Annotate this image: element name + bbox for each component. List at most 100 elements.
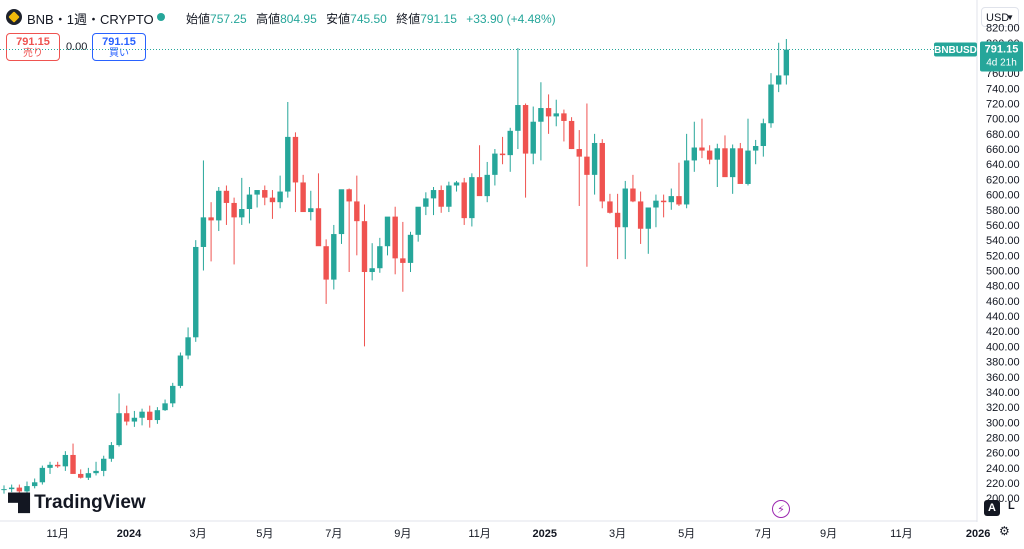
price-axis[interactable]: 200.00220.00240.00260.00280.00300.00320.… [986,23,1020,506]
candle-body [54,464,61,467]
candle-body [752,146,759,151]
price-tag: BNBUSD 791.15 4d 21h [934,41,1023,72]
price-tick-label: 600.00 [986,190,1020,202]
candle-body [269,197,276,203]
candle-body [645,207,651,229]
spread-value: 0.00 [66,41,88,53]
candle-body [530,121,536,154]
sell-label: 売り [23,48,43,59]
time-tick-label: 5月 [256,528,273,540]
price-tick-label: 560.00 [986,220,1020,232]
candles-group [1,38,790,496]
candle-body [653,200,659,208]
candle-body [239,209,245,218]
time-tick-label: 11月 [468,528,490,540]
low-label: 安値 [326,12,351,26]
candle-body [70,454,76,474]
candle-body [300,182,306,213]
price-tick-label: 260.00 [986,448,1020,460]
candle-body [85,473,92,478]
candle-body [108,445,115,459]
price-tag-bg [980,41,1023,72]
price-tick-label: 620.00 [986,174,1020,186]
candle-body [469,177,475,219]
candle-body [162,403,168,411]
candle-body [193,246,199,338]
candle-body [124,413,130,422]
open-value: 757.25 [210,12,247,26]
log-scale-button[interactable]: L [1008,500,1015,512]
time-tick-label: 7月 [755,528,772,540]
time-tick-label: 3月 [189,528,206,540]
candle-body [216,190,222,221]
low-value: 745.50 [350,12,387,26]
candle-body [177,355,184,386]
candle-body [331,234,337,280]
candle-body [430,190,437,199]
candle-body [254,190,260,195]
price-tick-label: 400.00 [986,341,1020,353]
price-tick-label: 700.00 [986,114,1020,126]
lightning-icon[interactable]: ⚡ [772,500,790,518]
time-axis[interactable]: 11月 2024 3月 5月 7月 9月 11月 2025 3月 5月 7月 9月 11月 2026 [46,528,990,540]
candle-body [384,216,391,247]
close-value: 791.15 [420,12,457,26]
candle-body [729,148,736,178]
close-label: 終値 [396,12,421,26]
candle-body [315,208,322,247]
candle-body [676,196,682,205]
candle-body [47,464,53,468]
candle-body [584,156,590,175]
price-tick-label: 380.00 [986,357,1020,369]
bnb-logo-icon [6,9,22,25]
sell-button[interactable]: 791.15 売り [6,33,60,61]
candle-body [292,136,299,183]
time-tick-label: 11月 [46,528,68,540]
candle-body [262,190,268,198]
time-tick-label: 11月 [890,528,912,540]
candle-body [62,454,69,467]
price-tick-label: 360.00 [986,372,1020,384]
candle-body [706,150,713,160]
candle-body [170,385,176,404]
time-tick-label: 2026 [966,528,990,540]
candle-body [246,194,253,210]
symbol-title[interactable]: BNB・1週・CRYPTO [27,12,154,27]
candle-body [185,337,191,356]
candle-body [346,189,352,202]
candle-body [369,268,375,273]
candle-body [453,182,460,186]
price-tick-label: 580.00 [986,205,1020,217]
candle-body [484,174,490,197]
buy-price: 791.15 [102,36,136,48]
buy-button[interactable]: 791.15 買い [92,33,146,61]
candle-body [308,208,314,213]
candle-body [78,473,84,478]
candle-body [561,113,567,121]
candle-body [637,201,644,229]
price-tick-label: 520.00 [986,250,1020,262]
candle-body [8,487,15,490]
auto-scale-button[interactable]: A [984,500,1000,516]
currency-value: USD [986,12,1010,24]
candle-body [446,185,452,207]
time-tick-label: 5月 [678,528,695,540]
price-tick-label: 340.00 [986,387,1020,399]
candle-body [392,216,398,259]
change-value: +33.90 (+4.48%) [466,12,556,26]
time-tick-label: 7月 [325,528,342,540]
candle-body [16,487,23,492]
candle-body [699,147,705,151]
candle-body [768,84,774,124]
candle-body [492,153,498,175]
sell-price: 791.15 [16,36,50,48]
price-tick-label: 640.00 [986,159,1020,171]
currency-select[interactable]: USD ▼ [981,7,1019,27]
gear-icon[interactable]: ⚙ [999,524,1010,538]
price-tick-label: 460.00 [986,296,1020,308]
candle-body [277,191,283,203]
candle-body [668,196,674,203]
candle-body [39,467,46,483]
buy-label: 買い [109,48,129,59]
